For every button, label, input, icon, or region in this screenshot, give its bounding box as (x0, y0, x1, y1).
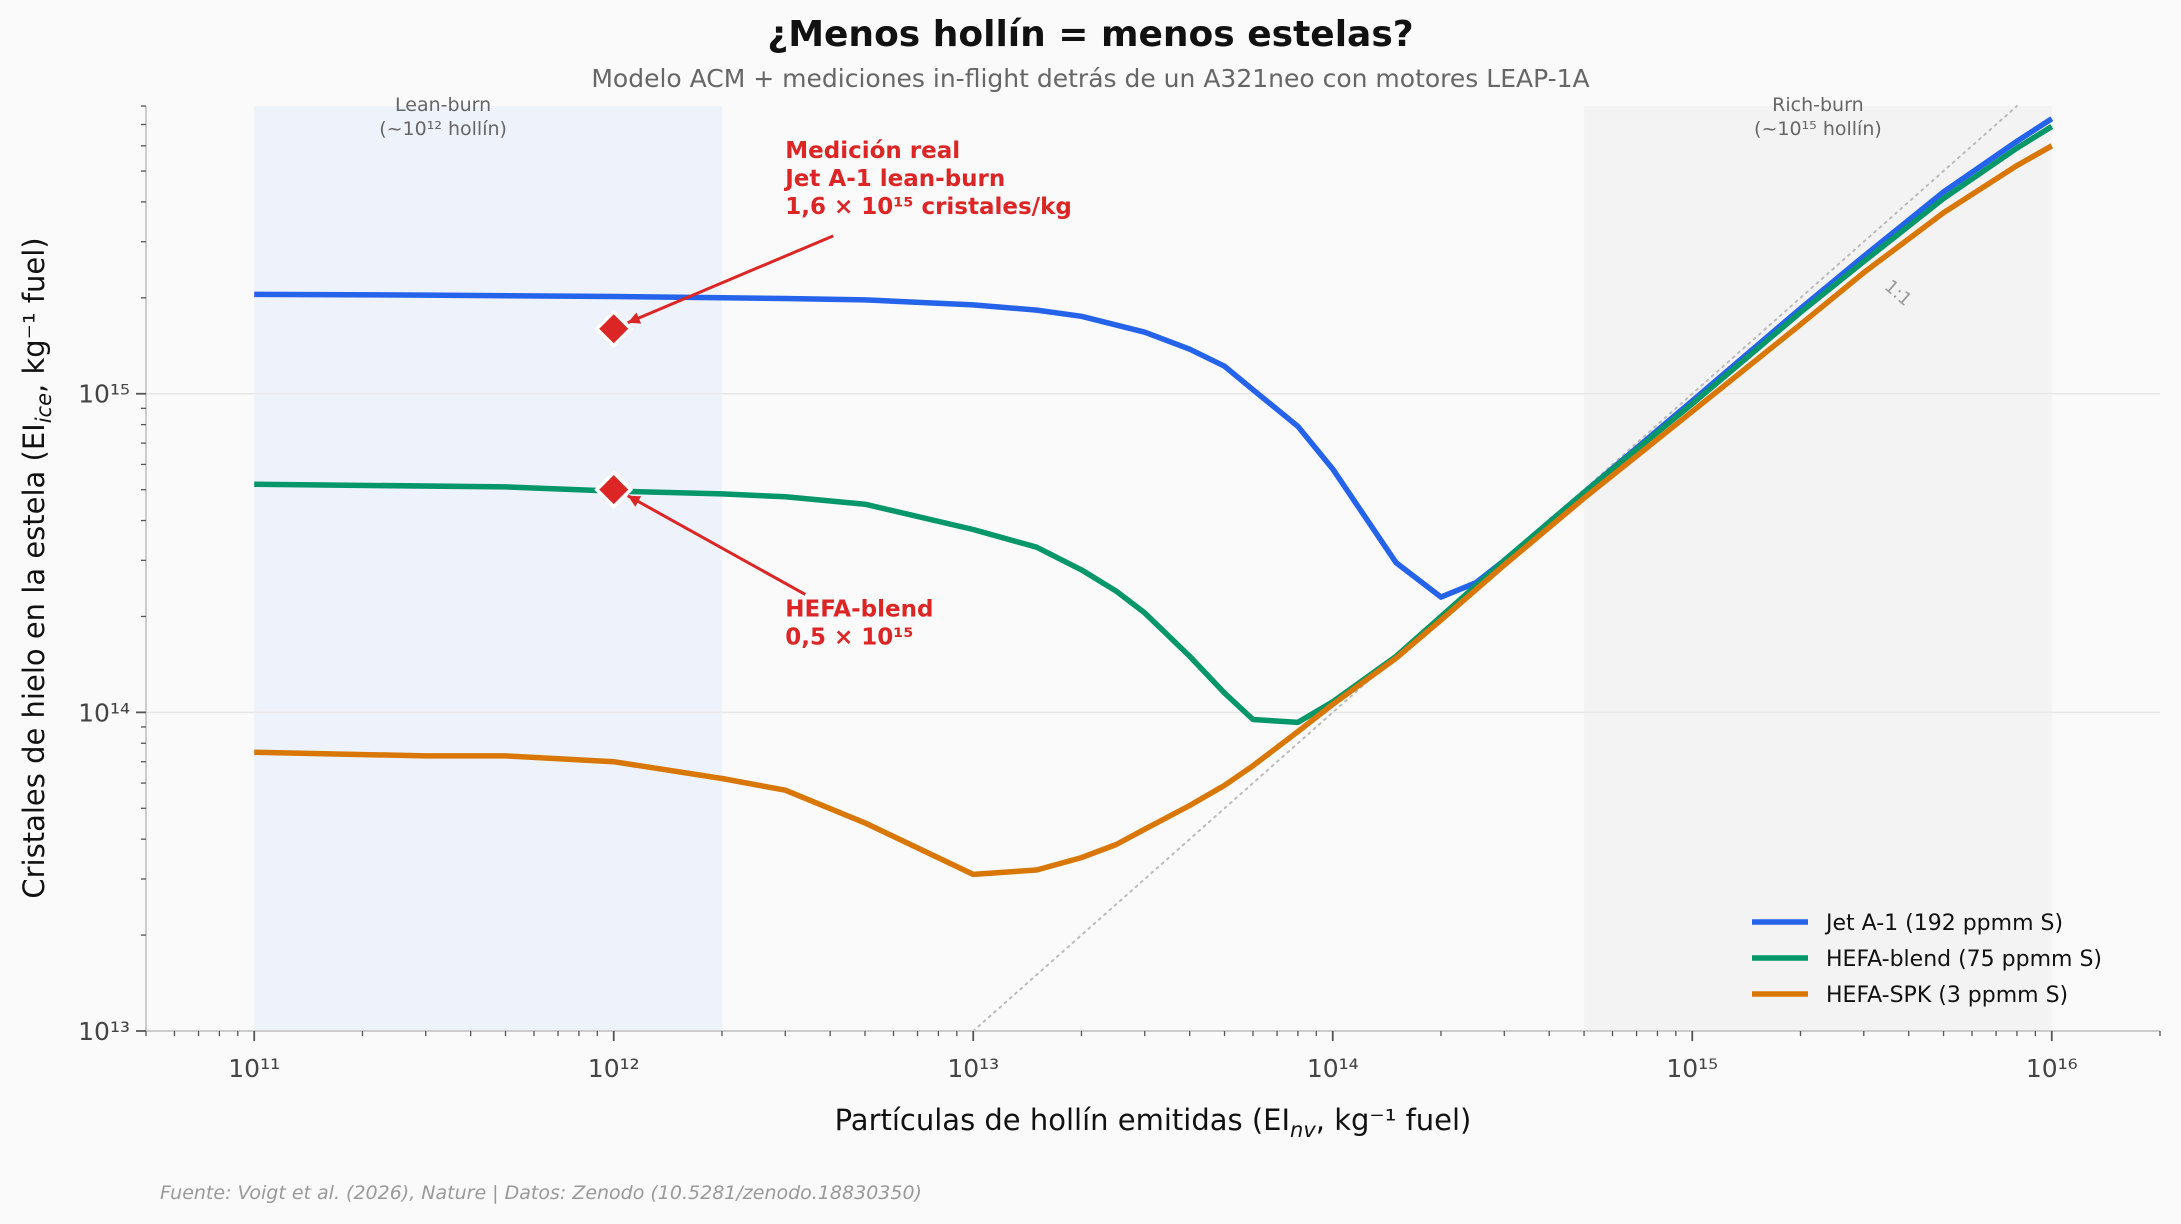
chart-title: ¿Menos hollín = menos estelas? (767, 14, 1414, 55)
measurement-diamond-marker (594, 470, 634, 510)
axes: 10¹¹ 10¹² 10¹³ 10¹⁴ 10¹⁵ 10¹⁶ 10¹³ 10¹⁴ 10¹⁵ (78, 105, 2161, 1083)
band-label-sub: (~10¹⁵ hollín) (1754, 118, 1882, 140)
series-line (254, 116, 2054, 600)
y-tick-label: 10¹³ (78, 1017, 130, 1046)
chart-subtitle: Modelo ACM + mediciones in-flight detrás… (591, 64, 1590, 93)
y-tick-label: 10¹⁵ (78, 380, 130, 409)
source-footnote: Fuente: Voigt et al. (2026), Nature | Da… (160, 1182, 922, 1204)
lean-burn-band (254, 106, 722, 1031)
annotation-text: HEFA-blend (785, 596, 933, 622)
annotation-text: Jet A-1 lean-burn (783, 166, 1005, 192)
y-tick-label: 10¹⁴ (78, 698, 130, 727)
x-tick-label: 10¹³ (947, 1054, 999, 1083)
data-series (254, 116, 2054, 878)
measurement-diamond-marker (594, 309, 634, 349)
x-axis-label: Partículas de hollín emitidas (EInv, kg⁻… (835, 1103, 1472, 1142)
shaded-regions: Lean-burn(~10¹² hollín) Rich-burn(~10¹⁵ h… (254, 94, 2052, 1031)
legend-label: HEFA-blend (75 ppmm S) (1826, 947, 2102, 972)
x-tick-label: 10¹² (588, 1054, 640, 1083)
x-tick-label: 10¹⁵ (1666, 1054, 1718, 1083)
arrowhead-icon (627, 495, 642, 507)
series-line (254, 143, 2054, 878)
annotation-text: 0,5 × 10¹⁵ (785, 624, 913, 650)
band-label: Lean-burn (395, 94, 491, 116)
x-tick-label: 10¹⁴ (1307, 1054, 1359, 1083)
legend-label: HEFA-SPK (3 ppmm S) (1826, 983, 2068, 1008)
rich-burn-band (1584, 106, 2052, 1031)
legend: Jet A-1 (192 ppmm S) HEFA-blend (75 ppmm … (1752, 911, 2102, 1008)
band-label-sub: (~10¹² hollín) (379, 118, 507, 140)
arrowhead-icon (627, 312, 642, 324)
y-axis-label: Cristales de hielo en la estela (EIice, … (17, 237, 56, 898)
annotation-arrow (627, 494, 806, 596)
x-tick-label: 10¹⁶ (2026, 1054, 2078, 1083)
annotation-arrow (627, 234, 834, 325)
reference-line (972, 105, 2018, 1032)
x-tick-label: 10¹¹ (228, 1054, 280, 1083)
series-line (254, 124, 2054, 726)
band-label: Rich-burn (1772, 94, 1863, 116)
legend-label: Jet A-1 (192 ppmm S) (1824, 911, 2063, 936)
annotation-text: 1,6 × 10¹⁵ cristales/kg (785, 194, 1072, 220)
annotation-text: Medición real (785, 138, 960, 164)
